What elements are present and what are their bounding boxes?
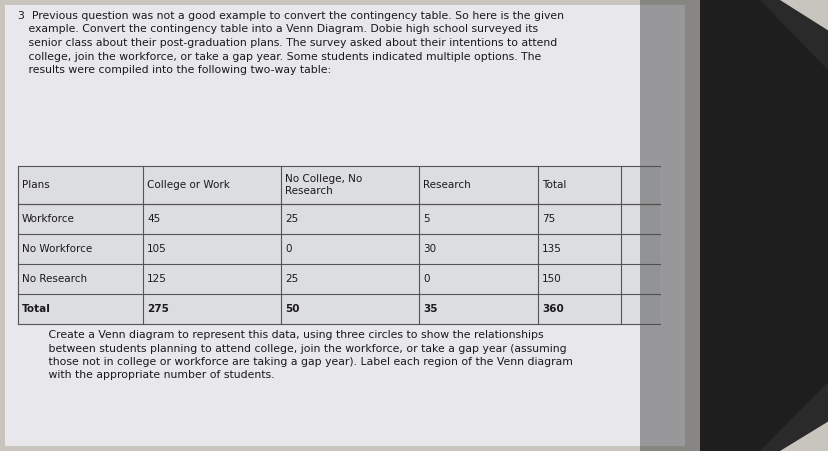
Polygon shape: [699, 0, 828, 451]
Polygon shape: [699, 0, 828, 451]
Text: senior class about their post-graduation plans. The survey asked about their int: senior class about their post-graduation…: [18, 38, 556, 48]
Text: 105: 105: [147, 244, 166, 254]
Text: 30: 30: [423, 244, 436, 254]
Text: 0: 0: [423, 274, 429, 284]
Text: 25: 25: [285, 274, 298, 284]
Text: No College, No
Research: No College, No Research: [285, 174, 362, 196]
Text: Plans: Plans: [22, 180, 50, 190]
FancyBboxPatch shape: [18, 166, 659, 324]
Text: Total: Total: [22, 304, 51, 314]
FancyBboxPatch shape: [5, 5, 684, 446]
Text: 3  Previous question was not a good example to convert the contingency table. So: 3 Previous question was not a good examp…: [18, 11, 563, 21]
Text: Workforce: Workforce: [22, 214, 75, 224]
Text: 45: 45: [147, 214, 161, 224]
Text: No Workforce: No Workforce: [22, 244, 92, 254]
Text: 135: 135: [542, 244, 561, 254]
Text: 5: 5: [423, 214, 430, 224]
Text: Research: Research: [423, 180, 470, 190]
Text: 0: 0: [285, 244, 291, 254]
Text: 25: 25: [285, 214, 298, 224]
Text: 360: 360: [542, 304, 563, 314]
Text: Total: Total: [542, 180, 566, 190]
Text: 75: 75: [542, 214, 555, 224]
Text: college, join the workforce, or take a gap year. Some students indicated multipl: college, join the workforce, or take a g…: [18, 51, 541, 61]
Text: those not in college or workforce are taking a gap year). Label each region of t: those not in college or workforce are ta…: [38, 357, 572, 367]
Text: 275: 275: [147, 304, 169, 314]
Text: College or Work: College or Work: [147, 180, 230, 190]
Text: 150: 150: [542, 274, 561, 284]
Text: example. Convert the contingency table into a Venn Diagram. Dobie high school su: example. Convert the contingency table i…: [18, 24, 537, 34]
Text: 125: 125: [147, 274, 167, 284]
Text: 50: 50: [285, 304, 300, 314]
Polygon shape: [639, 0, 828, 451]
Text: 35: 35: [423, 304, 437, 314]
Text: Create a Venn diagram to represent this data, using three circles to show the re: Create a Venn diagram to represent this …: [38, 330, 543, 340]
Text: results were compiled into the following two-way table:: results were compiled into the following…: [18, 65, 330, 75]
Text: with the appropriate number of students.: with the appropriate number of students.: [38, 371, 274, 381]
Text: No Research: No Research: [22, 274, 87, 284]
Text: between students planning to attend college, join the workforce, or take a gap y: between students planning to attend coll…: [38, 344, 566, 354]
